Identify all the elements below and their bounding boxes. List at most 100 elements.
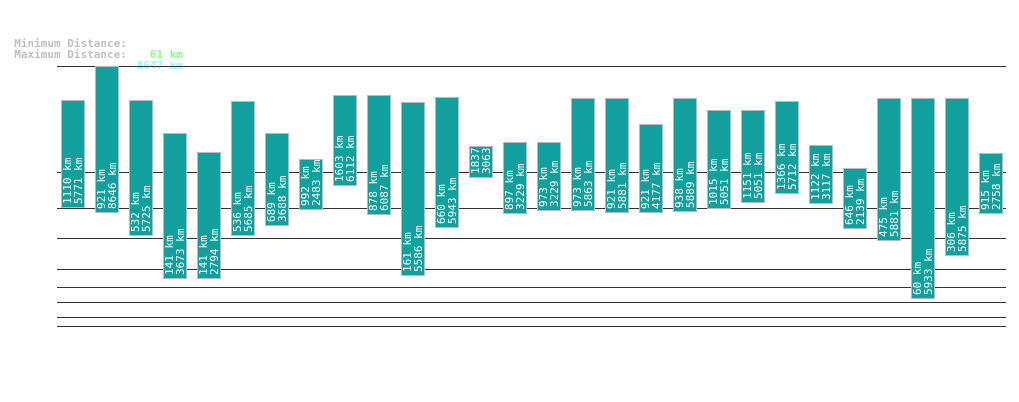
bar-min-label: 60 km bbox=[911, 262, 924, 295]
bar-min-label: 141 km bbox=[197, 235, 210, 275]
bar-max-label: 3117 km bbox=[820, 153, 833, 200]
bar-rect bbox=[571, 98, 595, 211]
bar-max-label: 6087 km bbox=[378, 164, 391, 211]
bar-rect bbox=[129, 100, 153, 236]
bar-max-label: 5051 km bbox=[718, 158, 731, 205]
bar-max-label: 5943 km bbox=[446, 177, 459, 224]
bar-rect bbox=[231, 101, 255, 236]
bar-min-label: 973 km bbox=[571, 167, 584, 207]
bar-rect bbox=[333, 95, 357, 186]
bar-min-label: 938 km bbox=[673, 168, 686, 208]
bar-min-label: 306 km bbox=[945, 212, 958, 252]
bar-max-label: 8646 km bbox=[106, 162, 119, 209]
bar-min-label: 1837 bbox=[469, 148, 482, 175]
bar-min-label: 921 km bbox=[95, 169, 108, 209]
bar-min-label: 141 km bbox=[163, 235, 176, 275]
bar-max-label: 5586 km bbox=[412, 225, 425, 272]
max-distance-value: 8647 km bbox=[136, 59, 183, 72]
bar-min-label: 532 km bbox=[129, 192, 142, 232]
bar-rect bbox=[911, 98, 935, 299]
bar-rect bbox=[61, 100, 85, 208]
bar-max-label: 5051 km bbox=[752, 152, 765, 199]
bar-max-label: 5725 km bbox=[140, 185, 153, 232]
bar-max-label: 5771 km bbox=[72, 157, 85, 204]
bar-min-label: 1015 km bbox=[707, 158, 720, 205]
bar-max-label: 2794 km bbox=[208, 228, 221, 275]
bar-rect bbox=[469, 146, 493, 178]
min-distance-value: 61 km bbox=[149, 48, 183, 61]
bar-max-label: 3673 km bbox=[174, 228, 187, 275]
bar-rect bbox=[979, 153, 1003, 214]
bar-max-label: 5889 km bbox=[684, 161, 697, 208]
bar-rect bbox=[537, 142, 561, 211]
bar-max-label: 4177 km bbox=[650, 162, 663, 209]
bar-min-label: 1110 km bbox=[61, 157, 74, 204]
bar-max-label: 5881 km bbox=[888, 190, 901, 237]
max-distance-row: Maximum Distance: 8647 km bbox=[1, 38, 183, 71]
bar-min-label: 897 km bbox=[503, 170, 516, 210]
bar-rect bbox=[299, 159, 323, 210]
bar-min-label: 921 km bbox=[605, 169, 618, 209]
min-distance-label: Minimum Distance: bbox=[14, 37, 127, 50]
bar-max-label: 5875 km bbox=[956, 205, 969, 252]
bar-max-label: 5881 km bbox=[616, 162, 629, 209]
bar-max-label: 3063 bbox=[480, 148, 493, 175]
bar-min-label: 992 km bbox=[299, 166, 312, 206]
bar-min-label: 1366 km bbox=[775, 143, 788, 190]
max-distance-label: Maximum Distance: bbox=[14, 48, 127, 61]
bar-rect bbox=[367, 95, 391, 215]
bar-max-label: 5685 km bbox=[242, 185, 255, 232]
bar-rect bbox=[95, 66, 119, 213]
bar-rect bbox=[843, 168, 867, 229]
bar-max-label: 5863 km bbox=[582, 160, 595, 207]
bar-rect bbox=[401, 102, 425, 276]
bar-min-label: 1122 km bbox=[809, 153, 822, 200]
bar-rect bbox=[707, 110, 731, 209]
bar-min-label: 973 km bbox=[537, 167, 550, 207]
bar-rect bbox=[197, 152, 221, 279]
bar-max-label: 2483 km bbox=[310, 159, 323, 206]
bar-rect bbox=[503, 142, 527, 214]
bar-max-label: 5933 km bbox=[922, 248, 935, 295]
bar-min-label: 475 km bbox=[877, 197, 890, 237]
bar-min-label: 161 km bbox=[401, 232, 414, 272]
bar-max-label: 2139 km bbox=[854, 178, 867, 225]
bar-rect bbox=[945, 98, 969, 256]
bar-max-label: 3688 km bbox=[276, 175, 289, 222]
bar-rect bbox=[673, 98, 697, 212]
bar-rect bbox=[741, 110, 765, 203]
bar-rect bbox=[809, 145, 833, 204]
bar-max-label: 3229 km bbox=[548, 160, 561, 207]
min-distance-row: Minimum Distance: 61 km bbox=[1, 27, 183, 60]
bar-min-label: 536 km bbox=[231, 192, 244, 232]
bar-min-label: 915 km bbox=[979, 170, 992, 210]
bar-min-label: 878 km bbox=[367, 171, 380, 211]
bar-max-label: 5712 km bbox=[786, 143, 799, 190]
bar-max-label: 3229 km bbox=[514, 163, 527, 210]
